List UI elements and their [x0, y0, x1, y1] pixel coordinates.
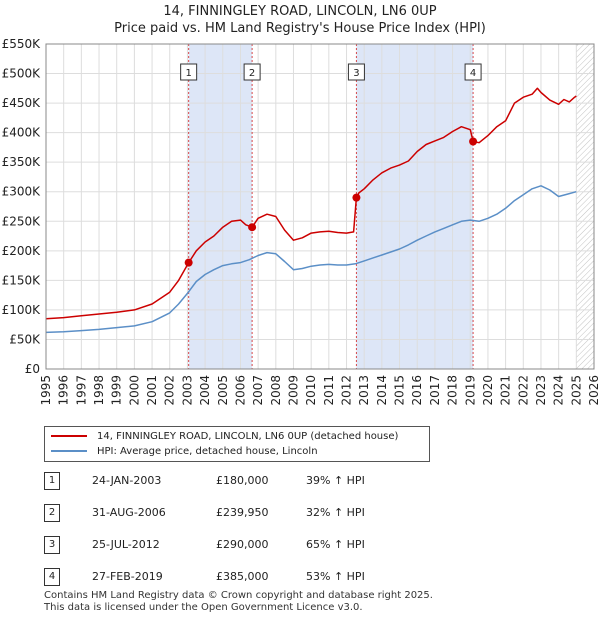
footer-license: This data is licensed under the Open Gov… — [44, 602, 363, 613]
x-tick-label: 2012 — [340, 375, 354, 406]
table-row: 4 27-FEB-2019 £385,000 53% ↑ HPI — [44, 568, 444, 586]
future-hatch — [576, 44, 594, 369]
hpi-series-line — [45, 185, 577, 334]
y-tick-label: £450K — [2, 96, 42, 110]
transaction-price: £290,000 — [216, 538, 269, 551]
y-tick-label: £300K — [2, 185, 42, 199]
x-tick-label: 2009 — [286, 375, 300, 406]
transaction-price: £385,000 — [216, 570, 269, 583]
sale-badge-label: 3 — [353, 68, 359, 79]
x-tick-label: 2003 — [180, 375, 194, 406]
transaction-date: 31-AUG-2006 — [92, 506, 166, 519]
x-tick-label: 2019 — [463, 375, 477, 406]
legend-label-property: 14, FINNINGLEY ROAD, LINCOLN, LN6 0UP (d… — [97, 431, 399, 442]
sale-badge-box — [180, 63, 198, 81]
sale-point — [469, 137, 478, 146]
legend-item-property: 14, FINNINGLEY ROAD, LINCOLN, LN6 0UP (d… — [51, 429, 398, 445]
x-tick-label: 2017 — [428, 375, 442, 406]
sale-badge-label: 1 — [185, 68, 191, 79]
chart-subtitle: Price paid vs. HM Land Registry's House … — [114, 21, 486, 36]
price-chart: 1 2 3 4 £0 £50K £100K £150K £200K £250K £300K £350K… — [2, 37, 600, 406]
x-tick-label: 2001 — [145, 375, 159, 406]
chart-legend: 14, FINNINGLEY ROAD, LINCOLN, LN6 0UP (d… — [44, 426, 430, 462]
sale-badge-label: 4 — [470, 68, 476, 79]
x-tick-label: 2018 — [446, 375, 460, 406]
plot-frame — [45, 43, 595, 370]
sale-point — [184, 258, 193, 267]
sale-point — [352, 193, 361, 202]
transaction-date: 25-JUL-2012 — [92, 538, 160, 551]
x-tick-label: 2007 — [251, 375, 265, 406]
x-tick-label: 2005 — [216, 375, 230, 406]
footer-copyright: Contains HM Land Registry data © Crown c… — [44, 590, 433, 601]
sale-badge-box — [243, 63, 261, 81]
y-tick-label: £400K — [2, 126, 42, 140]
x-tick-label: 2000 — [127, 375, 141, 406]
table-row: 3 25-JUL-2012 £290,000 65% ↑ HPI — [44, 536, 444, 554]
x-tick-label: 2025 — [569, 375, 583, 406]
plot-area — [46, 44, 594, 369]
y-tick-label: £500K — [2, 67, 42, 81]
transaction-date: 24-JAN-2003 — [92, 474, 162, 487]
x-tick-label: 2022 — [516, 375, 530, 406]
sale-badge-box — [347, 63, 365, 81]
legend-label-hpi: HPI: Average price, detached house, Linc… — [97, 446, 318, 457]
transaction-badge: 2 — [44, 504, 60, 522]
ownership-shade — [356, 44, 474, 369]
x-tick-label: 1998 — [92, 375, 106, 406]
transaction-badge: 3 — [44, 536, 60, 554]
x-tick-label: 2011 — [322, 375, 336, 406]
y-tick-label: £550K — [2, 37, 42, 51]
table-row: 2 31-AUG-2006 £239,950 32% ↑ HPI — [44, 504, 444, 522]
transaction-hpi-change: 32% ↑ HPI — [306, 506, 365, 519]
chart-title: 14, FINNINGLEY ROAD, LINCOLN, LN6 0UP — [163, 4, 437, 19]
x-tick-label: 1996 — [57, 375, 71, 406]
y-tick-label: £100K — [2, 303, 42, 317]
x-tick-label: 2023 — [534, 375, 548, 406]
x-tick-label: 2002 — [163, 375, 177, 406]
legend-swatch-hpi — [51, 450, 87, 452]
x-tick-label: 2021 — [499, 375, 513, 406]
x-tick-label: 2008 — [269, 375, 283, 406]
sale-badge-label: 2 — [249, 68, 255, 79]
x-tick-label: 2006 — [233, 375, 247, 406]
transaction-price: £239,950 — [216, 506, 269, 519]
y-tick-label: £350K — [2, 155, 42, 169]
sale-badge-box — [464, 63, 482, 81]
x-tick-label: 2013 — [357, 375, 371, 406]
legend-swatch-property — [51, 435, 87, 437]
transaction-date: 27-FEB-2019 — [92, 570, 163, 583]
x-tick-label: 2014 — [375, 375, 389, 406]
table-row: 1 24-JAN-2003 £180,000 39% ↑ HPI — [44, 472, 444, 490]
ownership-shade — [188, 44, 253, 369]
x-tick-label: 1999 — [110, 375, 124, 406]
x-tick-label: 2016 — [410, 375, 424, 406]
transaction-hpi-change: 65% ↑ HPI — [306, 538, 365, 551]
x-tick-label: 2024 — [552, 375, 566, 406]
y-tick-label: £200K — [2, 244, 42, 258]
x-tick-label: 1997 — [74, 375, 88, 406]
y-tick-label: £50K — [9, 332, 41, 346]
transaction-hpi-change: 53% ↑ HPI — [306, 570, 365, 583]
sale-point — [248, 223, 257, 232]
transaction-price: £180,000 — [216, 474, 269, 487]
x-tick-label: 2004 — [198, 375, 212, 406]
y-tick-label: £0 — [25, 362, 40, 376]
y-tick-label: £250K — [2, 214, 42, 228]
x-tick-label: 2010 — [304, 375, 318, 406]
x-tick-label: 2015 — [393, 375, 407, 406]
y-tick-label: £150K — [2, 273, 42, 287]
transaction-badge: 4 — [44, 568, 60, 586]
x-tick-label: 2026 — [587, 375, 600, 406]
x-tick-label: 2020 — [481, 375, 495, 406]
legend-item-hpi: HPI: Average price, detached house, Linc… — [51, 444, 318, 460]
transaction-hpi-change: 39% ↑ HPI — [306, 474, 365, 487]
transaction-badge: 1 — [44, 472, 60, 490]
x-tick-label: 1995 — [39, 375, 53, 406]
